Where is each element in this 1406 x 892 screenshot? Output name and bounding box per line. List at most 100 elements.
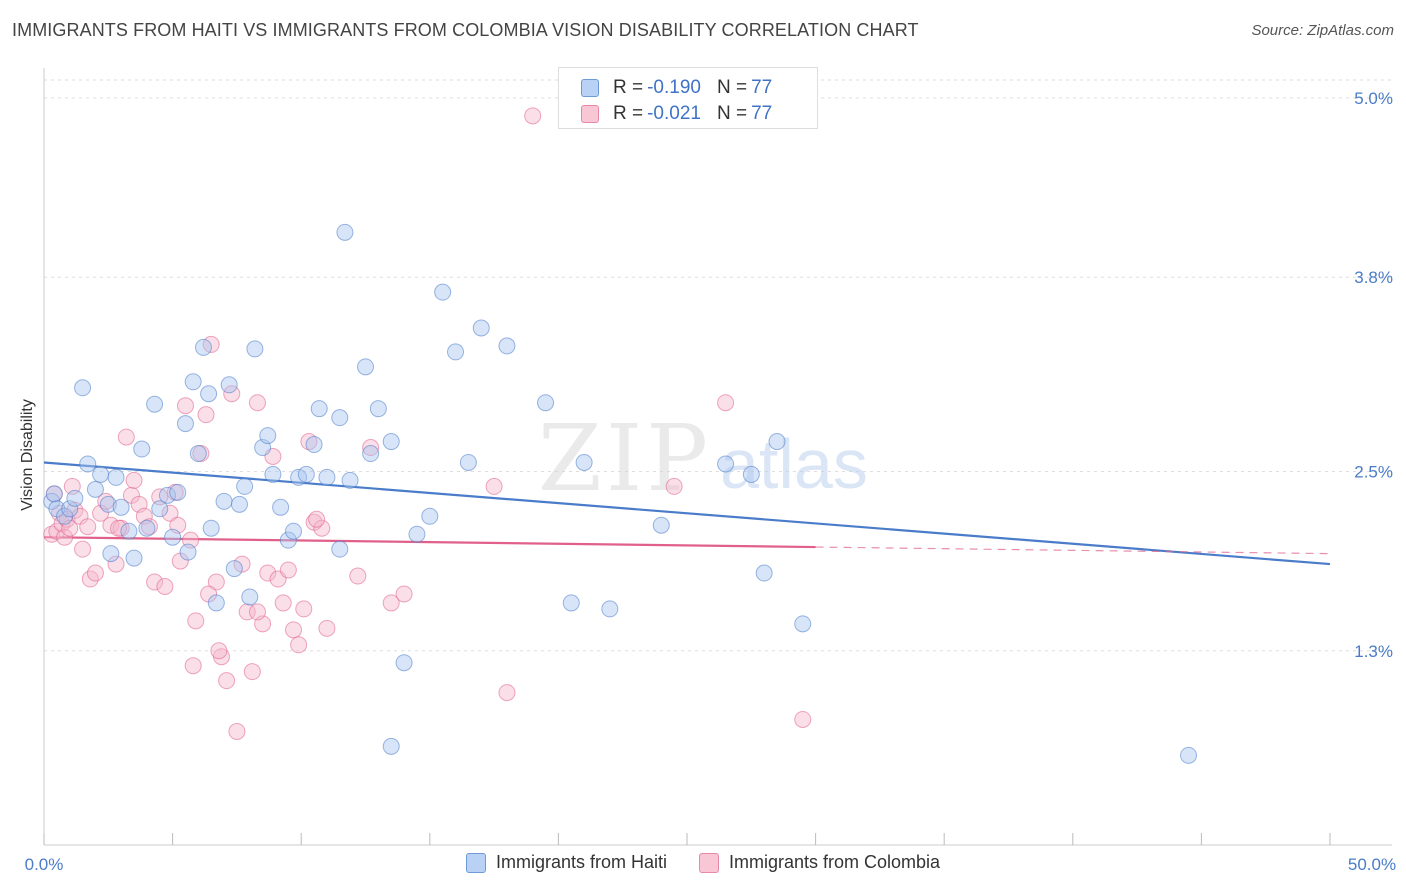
scatter-point <box>459 453 477 471</box>
scatter-point <box>395 585 413 603</box>
scatter-point <box>382 594 400 612</box>
scatter-point <box>447 343 465 361</box>
scatter-point <box>86 564 104 582</box>
trend-line <box>43 461 1331 566</box>
scatter-point <box>248 394 266 412</box>
trend-lines <box>43 461 1331 566</box>
series-legend-colombia[interactable]: Immigrants from Colombia <box>698 852 940 873</box>
scatter-point <box>717 455 735 473</box>
scatter-point <box>140 518 158 536</box>
scatter-point <box>97 492 115 510</box>
scatter-point <box>284 522 302 540</box>
scatter-point <box>434 283 452 301</box>
scatter-point <box>259 564 277 582</box>
scatter-point <box>357 358 374 376</box>
scatter-point <box>79 518 97 536</box>
scatter-point <box>125 549 143 567</box>
series-legend-haiti[interactable]: Immigrants from Haiti <box>465 852 667 873</box>
scatter-point <box>176 397 194 415</box>
scatter-point <box>290 636 308 654</box>
scatter-point <box>498 337 516 355</box>
series-swatch-haiti <box>465 852 486 873</box>
scatter-point <box>99 495 117 513</box>
scatter-point <box>308 510 326 528</box>
scatter-point <box>218 672 236 690</box>
series-legend: Immigrants from Haiti Immigrants from Co… <box>0 852 1406 873</box>
scatter-point <box>341 471 359 489</box>
scatter-point <box>717 394 735 412</box>
scatter-point <box>107 555 125 573</box>
scatter-point <box>151 500 169 518</box>
scatter-point <box>225 560 243 578</box>
scatter-point <box>562 594 580 612</box>
legend-n-label: N = <box>716 103 748 124</box>
scatter-point <box>189 445 207 463</box>
scatter-point <box>138 519 156 537</box>
scatter-point <box>485 477 503 495</box>
scatter-point <box>202 519 220 537</box>
scatter-point <box>164 528 182 546</box>
scatter-point <box>120 522 138 540</box>
scatter-point <box>524 107 542 125</box>
scatter-point <box>184 373 202 391</box>
scatter-point <box>158 486 176 504</box>
legend-r-value: -0.021 <box>647 103 701 124</box>
y-tick-label: 3.8% <box>1354 268 1393 287</box>
scatter-point <box>176 415 194 433</box>
legend-r-label: R = <box>613 103 644 124</box>
scatter-point <box>238 603 256 621</box>
scatter-point <box>161 504 179 522</box>
tick-labels: 1.3% 2.5% 3.8% 5.0% 0.0% 50.0% <box>25 89 1396 874</box>
scatter-point <box>408 525 426 543</box>
scatter-point <box>194 338 212 356</box>
trend-line-extension <box>815 546 1331 555</box>
scatter-point <box>146 395 164 413</box>
scatter-point <box>652 516 670 534</box>
x-tick-label: 50.0% <box>1348 855 1396 874</box>
legend-row-colombia: R = -0.021 N = 77 <box>581 102 772 126</box>
scatter-point <box>112 498 130 516</box>
scatter-point <box>74 379 92 397</box>
chart-title: IMMIGRANTS FROM HAITI VS IMMIGRANTS FROM… <box>12 20 919 40</box>
scatter-point <box>382 433 400 451</box>
watermark-zip: ZIP <box>538 405 712 512</box>
y-tick-label: 1.3% <box>1354 642 1393 661</box>
scatter-point <box>146 573 164 591</box>
scatter-point <box>210 642 228 660</box>
scatter-point <box>228 722 246 740</box>
scatter-point <box>207 573 225 591</box>
scatter-point <box>362 445 380 463</box>
scatter-point <box>313 519 331 537</box>
scatter-point <box>537 394 555 412</box>
series-name-haiti: Immigrants from Haiti <box>495 852 667 872</box>
scatter-point <box>45 485 63 503</box>
scatter-point <box>794 710 812 728</box>
scatter-point <box>79 455 97 473</box>
scatter-point <box>117 428 135 446</box>
scatter-point <box>264 465 282 483</box>
scatter-point <box>236 477 254 495</box>
scatter-point <box>215 492 233 510</box>
scatter-point <box>498 684 516 702</box>
scatter-point <box>369 400 387 418</box>
scatter-point <box>92 465 110 483</box>
scatter-point <box>421 507 439 525</box>
scatter-point <box>187 612 205 630</box>
scatter-point <box>794 615 812 633</box>
scatter-point <box>200 385 218 403</box>
scatter-point <box>156 577 174 595</box>
x-tick-label: 0.0% <box>25 855 64 874</box>
scatter-point <box>318 619 336 637</box>
scatter-point <box>284 621 302 639</box>
legend-r-label: R = <box>613 77 644 98</box>
correlation-legend: R = -0.190 N = 77 R = -0.021 N = 77 <box>558 67 818 129</box>
legend-swatch-haiti <box>581 79 599 97</box>
scatter-point <box>207 594 225 612</box>
legend-n-label: N = <box>716 77 748 98</box>
scatter-point <box>66 489 84 507</box>
scatter-point <box>768 433 786 451</box>
scatter-point <box>248 603 266 621</box>
scatter-point <box>197 406 215 424</box>
scatter-point <box>297 465 315 483</box>
